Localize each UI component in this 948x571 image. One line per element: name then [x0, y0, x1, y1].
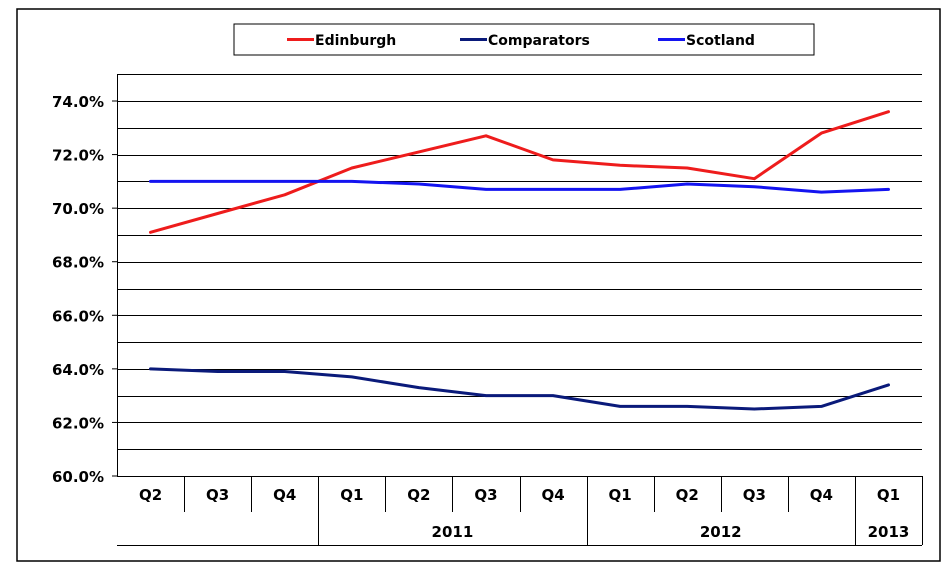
legend-box	[233, 23, 815, 56]
y-tick-label: 72.0%	[52, 147, 104, 165]
year-label: 2011	[432, 523, 474, 541]
y-tick-label: 60.0%	[52, 468, 104, 486]
x-tick-label: Q3	[474, 486, 497, 504]
series-line-edinburgh	[149, 110, 890, 234]
y-tick-label: 74.0%	[52, 93, 104, 111]
y-tick-label: 64.0%	[52, 361, 104, 379]
legend: Edinburgh Comparators Scotland	[233, 23, 815, 56]
x-tick-label: Q4	[810, 486, 833, 504]
series-line-comparators	[149, 367, 890, 411]
axis-labels: 60.0% 62.0% 64.0% 66.0% 68.0% 70.0% 72.0% 74.0%…	[52, 93, 909, 541]
y-tick-label: 66.0%	[52, 307, 104, 325]
chart-border	[16, 8, 941, 562]
y-tick-label: 70.0%	[52, 200, 104, 218]
series-line-scotland	[149, 179, 890, 194]
x-tick-label: Q3	[206, 486, 229, 504]
y-tick-label: 68.0%	[52, 254, 104, 272]
year-label: 2013	[868, 523, 910, 541]
y-tick-label: 62.0%	[52, 414, 104, 432]
legend-label: Comparators	[488, 33, 590, 49]
x-tick-label: Q2	[676, 486, 699, 504]
x-tick-label: Q3	[743, 486, 766, 504]
axes	[112, 74, 923, 546]
year-label: 2012	[700, 523, 742, 541]
x-tick-label: Q2	[139, 486, 162, 504]
x-tick-label: Q4	[541, 486, 564, 504]
x-tick-label: Q1	[609, 486, 632, 504]
x-tick-label: Q1	[340, 486, 363, 504]
legend-label: Edinburgh	[315, 33, 396, 49]
legend-label: Scotland	[686, 33, 755, 49]
x-tick-label: Q4	[273, 486, 296, 504]
series-lines	[149, 110, 890, 411]
x-tick-label: Q2	[407, 486, 430, 504]
x-tick-label: Q1	[877, 486, 900, 504]
